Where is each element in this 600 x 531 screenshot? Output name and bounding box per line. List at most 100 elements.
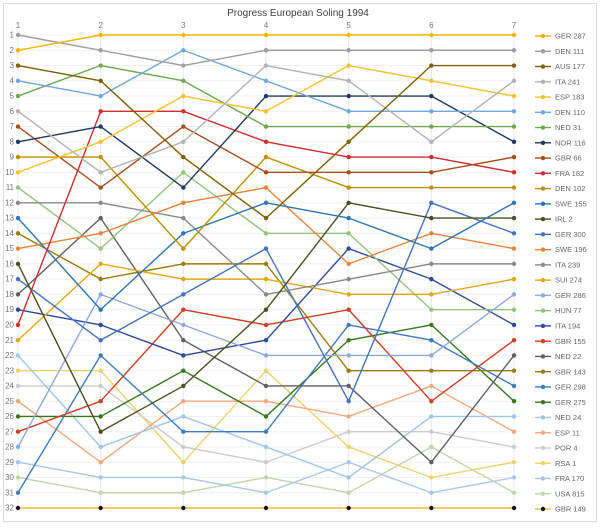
series-marker-HUN-77 <box>346 231 351 236</box>
series-marker-GBR-155 <box>429 398 434 404</box>
y-axis-tick-label: 25 <box>5 397 14 406</box>
series-NED-24 <box>15 353 517 480</box>
series-marker-GBR-143 <box>511 368 517 373</box>
x-axis-tick-label: 4 <box>264 21 269 30</box>
chart-title: Progress European Soling 1994 <box>227 8 369 19</box>
legend-item[interactable]: RSA 1 <box>535 459 576 468</box>
legend-item[interactable]: AUS 177 <box>535 62 585 71</box>
series-marker-ITA-239 <box>346 276 351 282</box>
legend-label: FRA 170 <box>555 474 584 483</box>
series-marker-HUN-77 <box>511 307 517 312</box>
y-axis-tick-label: 7 <box>10 122 15 131</box>
legend-item[interactable]: NED 22 <box>535 352 581 361</box>
y-axis-tick-label: 32 <box>5 504 14 513</box>
legend-item[interactable]: USA 815 <box>535 489 585 498</box>
series-marker-SWE-155 <box>181 231 186 236</box>
series-AUS-177 <box>15 63 517 221</box>
legend-item[interactable]: GBR 149 <box>535 505 586 514</box>
series-marker-DEN-102 <box>346 185 351 190</box>
series-marker-ITA-239 <box>263 292 269 297</box>
series-marker-GBR-66 <box>346 170 351 175</box>
series-GBR-155 <box>15 307 517 434</box>
series-marker-FRA-170 <box>15 460 21 465</box>
legend-swatch-marker <box>540 186 546 191</box>
series-marker-GBR-155 <box>346 307 351 312</box>
series-marker-ITA-241 <box>511 78 517 83</box>
legend-item[interactable]: SWE 196 <box>535 245 587 254</box>
legend-label: AUS 177 <box>555 62 585 71</box>
legend-item[interactable]: HUN 77 <box>535 306 582 315</box>
legend-label: POR 4 <box>555 444 578 453</box>
series-SUI-274 <box>15 261 517 343</box>
legend-item[interactable]: NED 31 <box>535 123 581 132</box>
y-axis-tick-label: 18 <box>5 290 14 299</box>
series-marker-ESP-11 <box>429 383 434 389</box>
legend-swatch-marker <box>540 506 546 512</box>
legend-item[interactable]: ITA 194 <box>535 322 580 331</box>
series-marker-NOR-116 <box>346 93 351 99</box>
legend-item[interactable]: DEN 102 <box>535 184 585 193</box>
series-marker-GER-300 <box>263 246 269 251</box>
legend-item[interactable]: ESP 11 <box>535 428 580 437</box>
series-marker-SUI-274 <box>98 261 103 267</box>
series-HUN-77 <box>15 170 517 312</box>
legend-item[interactable]: GER 286 <box>535 291 586 300</box>
series-marker-GER-275 <box>346 337 351 343</box>
series-marker-IRL-2 <box>98 429 103 434</box>
series-marker-SWE-155 <box>511 200 517 206</box>
series-DEN-111 <box>15 32 517 68</box>
series-marker-GER-275 <box>98 414 103 419</box>
legend-item[interactable]: ITA 239 <box>535 260 580 269</box>
series-marker-DEN-102 <box>511 185 517 190</box>
legend-item[interactable]: NOR 116 <box>535 138 586 147</box>
series-marker-DEN-111 <box>98 48 103 53</box>
legend-item[interactable]: SWE 155 <box>535 199 587 208</box>
legend-item[interactable]: DEN 111 <box>535 47 584 56</box>
legend-swatch-marker <box>540 49 546 54</box>
series-marker-GBR-143 <box>15 231 21 236</box>
series-marker-NOR-116 <box>98 124 103 129</box>
legend-item[interactable]: GER 300 <box>535 230 586 239</box>
legend-item[interactable]: POR 4 <box>535 444 578 453</box>
legend-item[interactable]: GBR 66 <box>535 154 582 163</box>
legend-item[interactable]: GER 287 <box>535 32 586 41</box>
legend-item[interactable]: FRA 182 <box>535 169 584 178</box>
series-NED-22 <box>15 215 517 465</box>
series-marker-FRA-182 <box>511 170 517 175</box>
legend-item[interactable]: GER 275 <box>535 398 586 407</box>
series-marker-GER-287 <box>98 32 103 38</box>
legend-item[interactable]: DEN 110 <box>535 108 585 117</box>
legend-item[interactable]: NED 24 <box>535 413 581 422</box>
legend-item[interactable]: FRA 170 <box>535 474 584 483</box>
series-marker-GBR-143 <box>263 261 269 267</box>
legend-item[interactable]: GER 298 <box>535 383 586 392</box>
legend-item[interactable]: SUI 274 <box>535 276 582 285</box>
series-marker-ITA-194 <box>98 322 103 328</box>
series-marker-DEN-110 <box>346 109 351 114</box>
legend-item[interactable]: ESP 183 <box>535 93 584 102</box>
y-axis-tick-label: 27 <box>5 427 14 436</box>
series-marker-SWE-196 <box>15 246 21 251</box>
series-marker-IRL-2 <box>346 200 351 206</box>
legend-item[interactable]: ITA 241 <box>535 77 580 86</box>
series-marker-GBR-149 <box>15 505 21 511</box>
series-ESP-11 <box>15 383 517 465</box>
legend-item[interactable]: IRL 2 <box>535 215 573 224</box>
series-USA-815 <box>15 444 517 495</box>
legend-item[interactable]: GBR 155 <box>535 337 586 346</box>
legend-label: GER 275 <box>555 398 586 407</box>
x-axis-tick-label: 7 <box>512 21 517 30</box>
series-marker-GER-287 <box>15 48 21 53</box>
series-marker-GBR-155 <box>15 429 21 434</box>
y-axis-tick-label: 3 <box>10 61 15 70</box>
series-GER-275 <box>15 322 517 419</box>
legend-item[interactable]: GBR 143 <box>535 367 586 376</box>
series-GBR-149 <box>15 505 517 511</box>
legend-label: ESP 183 <box>555 93 584 102</box>
plot-area <box>15 32 517 511</box>
series-marker-ITA-239 <box>15 200 21 206</box>
series-marker-NOR-116 <box>263 93 269 99</box>
series-marker-DEN-102 <box>181 246 186 251</box>
y-axis-tick-label: 11 <box>6 183 15 192</box>
